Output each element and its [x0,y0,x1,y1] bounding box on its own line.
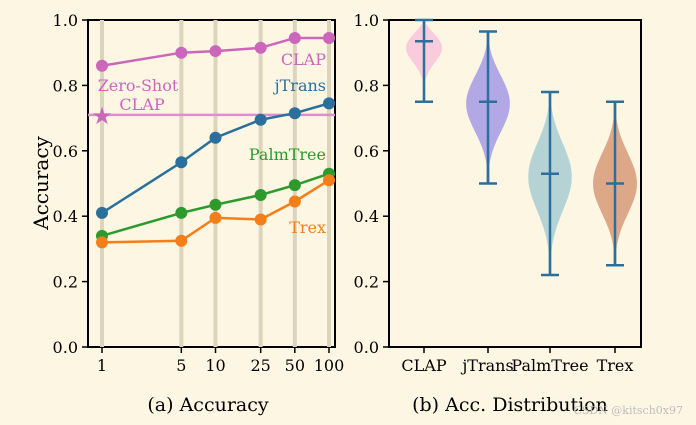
distribution-y-axis: 0.0 0.2 0.4 0.6 0.8 1.0 [354,11,389,357]
accuracy-y-tick-label: 0.8 [53,76,78,95]
series-line-trex [101,179,330,244]
zero-shot-label-line2: CLAP [119,95,164,114]
accuracy-x-tick-label: 1 [97,356,107,375]
accuracy-gridlines [100,20,331,347]
series-point-trex [175,234,188,247]
series-point-clap [323,31,335,44]
distribution-plot-frame [388,19,642,348]
zero-shot-star-marker: ★ [91,102,113,130]
accuracy-caption: (a) Accuracy [147,394,268,416]
accuracy-chart: 0.0 0.2 0.4 0.6 0.8 1.0 1 5 10 25 50 100 ★ Zero-Sho… [29,11,344,416]
accuracy-y-tick-label: 1.0 [53,11,78,30]
series-label-jtrans: jTrans [273,76,326,95]
distribution-x-tick-label: CLAP [401,356,446,375]
accuracy-y-tick-label: 0.2 [53,273,78,292]
series-point-jtrans [323,97,335,110]
distribution-caption: (b) Acc. Distribution [412,394,608,416]
series-point-clap [96,59,108,72]
series-label-trex: Trex [289,218,326,237]
accuracy-x-tick-label: 25 [250,356,270,375]
distribution-x-tick-label: Trex [597,356,634,375]
accuracy-y-tick-label: 0.4 [53,207,78,226]
series-point-trex [96,236,108,249]
series-point-clap [288,31,301,44]
distribution-y-tick-label: 0.8 [354,76,379,95]
accuracy-x-tick-label: 10 [205,356,225,375]
accuracy-series [96,31,335,249]
accuracy-series-labels: CLAP jTrans PalmTree Trex [249,50,326,237]
series-point-palmtree [209,198,222,211]
series-label-clap: CLAP [281,50,326,69]
series-point-clap [209,45,222,58]
series-point-jtrans [254,113,267,126]
series-point-clap [254,41,267,54]
series-point-trex [254,213,267,226]
series-point-jtrans [96,206,108,219]
zero-shot-label-line1: Zero-Shot [98,76,179,95]
distribution-y-tick-label: 1.0 [354,11,379,30]
series-point-palmtree [254,188,267,201]
series-point-jtrans [209,131,222,144]
accuracy-x-axis: 1 5 10 25 50 100 [97,347,344,375]
series-point-jtrans [175,156,188,169]
accuracy-y-label: Accuracy [29,135,53,230]
accuracy-x-tick-label: 100 [314,356,345,375]
accuracy-x-tick-label: 50 [285,356,305,375]
accuracy-plot-frame [87,19,336,348]
distribution-y-tick-label: 0.6 [354,142,379,161]
series-point-trex [323,174,335,187]
series-point-jtrans [288,107,301,120]
series-point-palmtree [288,179,301,192]
distribution-y-tick-label: 0.4 [354,207,379,226]
accuracy-y-tick-label: 0.6 [53,142,78,161]
series-point-clap [175,46,188,59]
accuracy-x-tick-label: 5 [176,356,186,375]
accuracy-y-tick-label: 0.0 [53,338,78,357]
series-point-trex [209,211,222,224]
distribution-y-tick-label: 0.0 [354,338,379,357]
watermark: CSDN @kitsch0x97 [573,404,683,417]
series-point-palmtree [175,206,188,219]
accuracy-y-axis: 0.0 0.2 0.4 0.6 0.8 1.0 [53,11,88,357]
distribution-violins [406,18,637,277]
distribution-x-tick-label: jTrans [460,356,513,375]
distribution-x-tick-label: PalmTree [511,356,588,375]
series-line-palmtree [101,172,330,238]
series-point-trex [288,195,301,208]
series-label-palmtree: PalmTree [249,145,326,164]
distribution-y-tick-label: 0.2 [354,273,379,292]
